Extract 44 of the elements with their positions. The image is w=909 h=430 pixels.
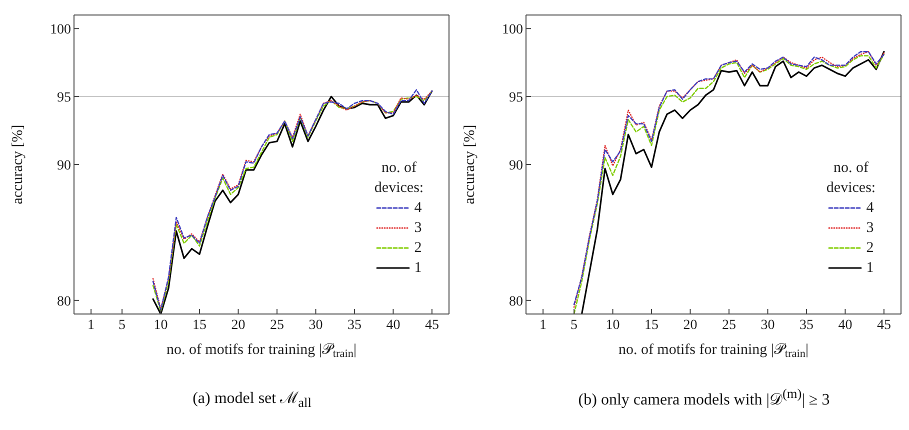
x-tick-label: 15 bbox=[644, 318, 659, 333]
x-tick-label: 40 bbox=[838, 318, 852, 333]
x-tick-label: 35 bbox=[347, 318, 362, 333]
x-tick-label: 15 bbox=[192, 318, 207, 333]
x-tick-label: 30 bbox=[760, 318, 775, 333]
legend-label: 1 bbox=[414, 259, 422, 278]
y-axis-title: accuracy [%] bbox=[10, 124, 26, 204]
x-tick-label: 45 bbox=[424, 318, 439, 333]
x-tick-label: 40 bbox=[386, 318, 400, 333]
text: (b) only camera models with |𝒟$^{(m)}$| ≥ 3 bbox=[577, 386, 831, 410]
y-tick-label: 90 bbox=[57, 158, 71, 174]
y-tick-label: 95 bbox=[509, 90, 523, 106]
x-tick-label: 10 bbox=[606, 318, 620, 333]
x-tick-label: 1 bbox=[540, 318, 547, 333]
x-tick-label: 45 bbox=[876, 318, 891, 333]
legend-label: 4 bbox=[866, 199, 874, 218]
legend-title: no. of devices: bbox=[825, 159, 877, 198]
legend-label: 4 bbox=[414, 199, 422, 218]
x-tick-label: 25 bbox=[270, 318, 284, 333]
x-tick-label: 35 bbox=[799, 318, 814, 333]
legend-label: 3 bbox=[414, 219, 422, 238]
text: (a) model set ℳ$_{all}$ bbox=[192, 389, 312, 412]
x-tick-label: 10 bbox=[154, 318, 168, 333]
legend-label: 3 bbox=[866, 219, 874, 238]
y-tick-label: 80 bbox=[57, 294, 71, 310]
y-tick-label: 100 bbox=[502, 22, 523, 38]
x-axis-title: no. of motifs for training |𝒫$_{train}$| bbox=[166, 342, 357, 360]
x-tick-label: 20 bbox=[683, 318, 698, 333]
legend-label: 2 bbox=[866, 239, 874, 258]
x-tick-label: 30 bbox=[308, 318, 323, 333]
y-tick-label: 100 bbox=[50, 22, 71, 38]
x-tick-label: 5 bbox=[118, 318, 126, 333]
x-tick-label: 25 bbox=[722, 318, 736, 333]
y-tick-label: 90 bbox=[509, 158, 523, 174]
x-tick-label: 20 bbox=[231, 318, 246, 333]
legend-title: no. of devices: bbox=[373, 159, 425, 198]
x-axis-title: no. of motifs for training |𝒫$_{train}$| bbox=[618, 342, 809, 360]
legend-label: 1 bbox=[866, 259, 874, 278]
y-tick-label: 95 bbox=[57, 90, 71, 106]
legend-label: 2 bbox=[414, 239, 422, 258]
y-axis-title: accuracy [%] bbox=[462, 124, 478, 204]
x-tick-label: 5 bbox=[570, 318, 578, 333]
y-tick-label: 80 bbox=[509, 294, 523, 310]
x-tick-label: 1 bbox=[88, 318, 95, 333]
